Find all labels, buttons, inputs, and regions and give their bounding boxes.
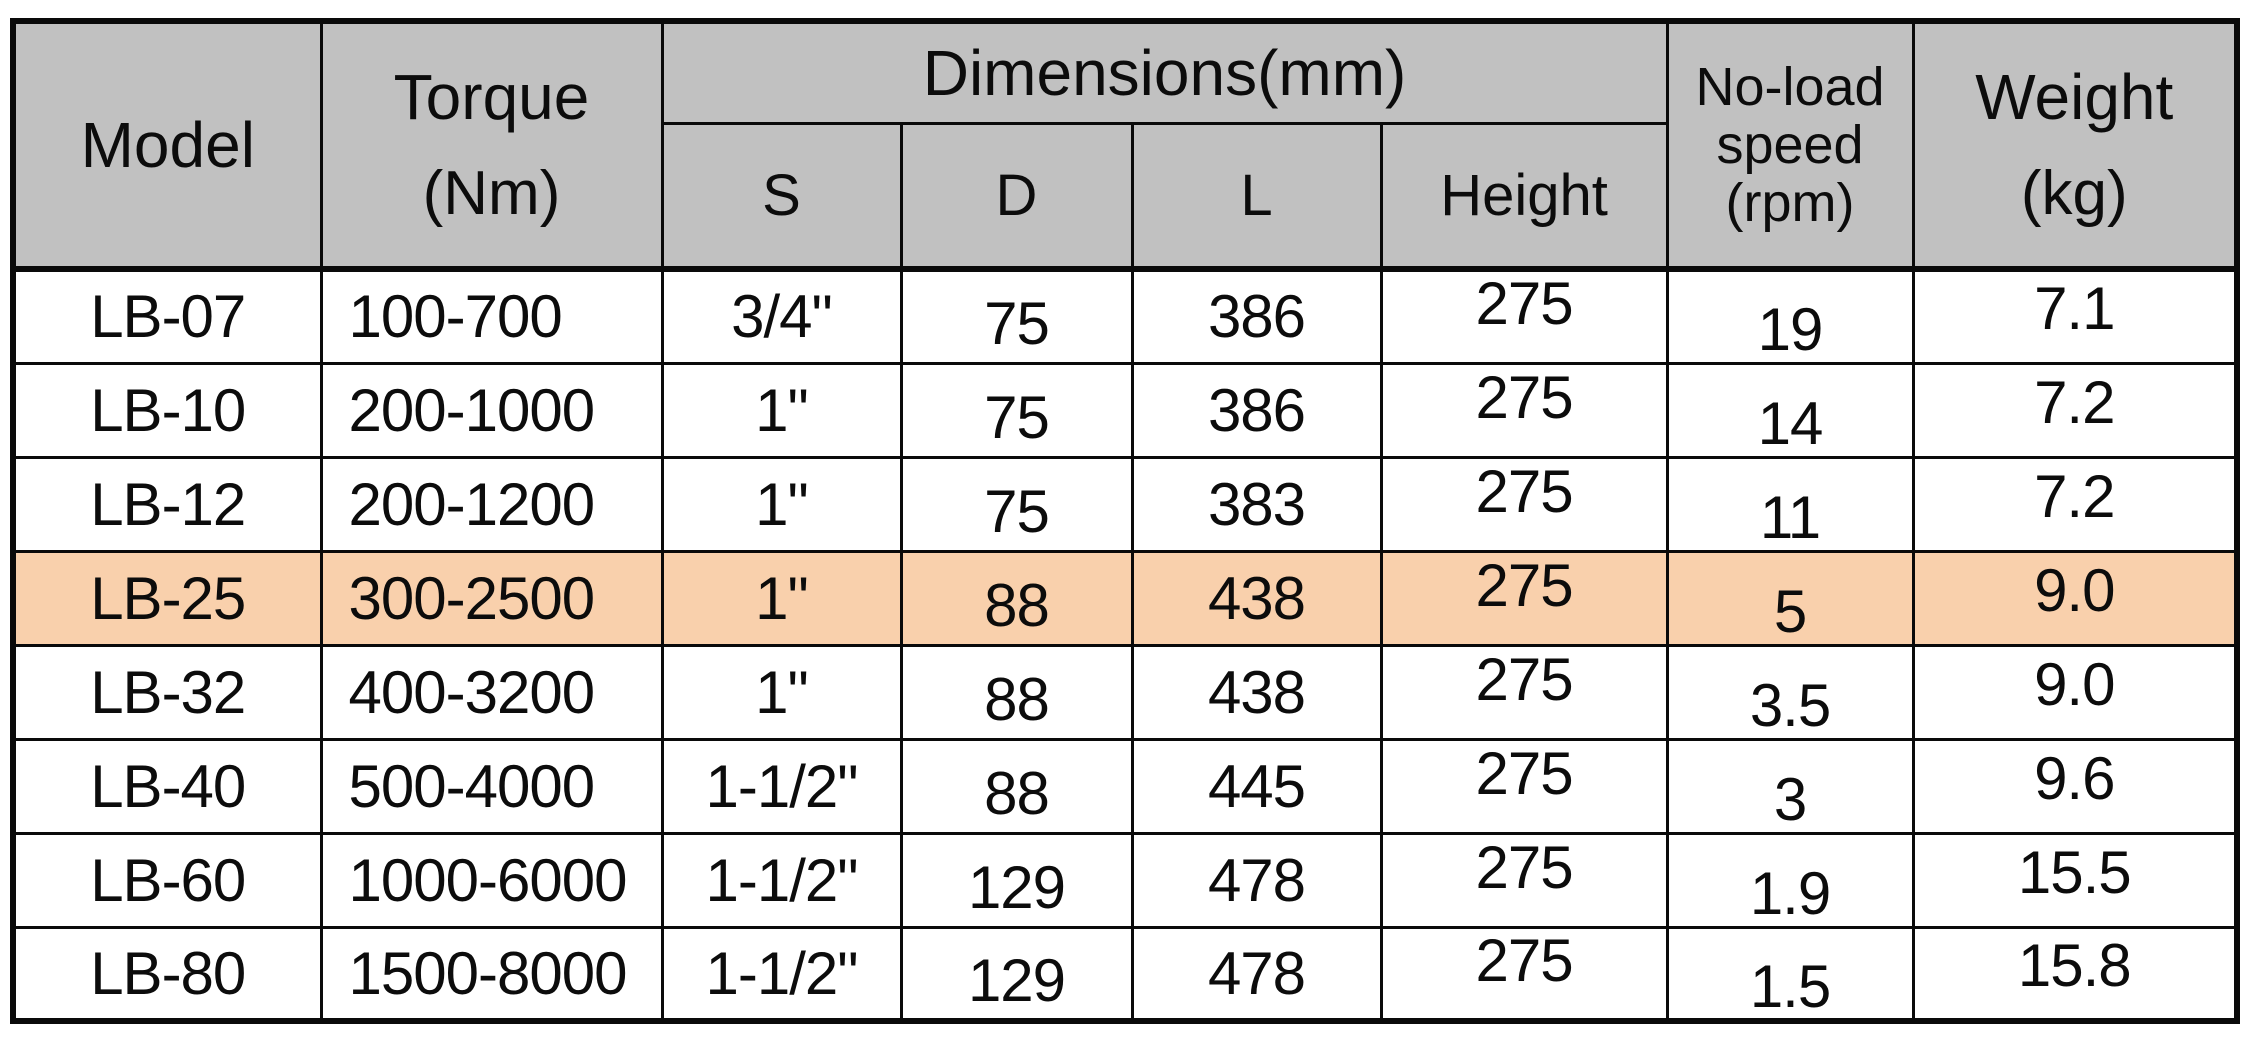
- cell-weight: 7.2: [1911, 361, 2239, 459]
- cell-torque: 1000-6000: [319, 831, 664, 929]
- cell-s: 1": [660, 549, 903, 647]
- cell-l: 438: [1130, 549, 1383, 647]
- cell-height: 275: [1379, 267, 1669, 365]
- spec-table: Model Torque (Nm) Dimensions(mm) No-load…: [10, 18, 2241, 1024]
- torque-label: Torque: [393, 61, 590, 133]
- cell-weight: 9.0: [1911, 643, 2239, 741]
- noload-line1: No-load: [1695, 56, 1885, 117]
- cell-speed: 1.5: [1665, 925, 1915, 1023]
- column-header-weight: Weight (kg): [1911, 19, 2239, 272]
- cell-s: 1": [660, 361, 903, 459]
- cell-torque: 400-3200: [319, 643, 664, 741]
- cell-model: LB-32: [11, 643, 323, 741]
- cell-height: 275: [1379, 455, 1669, 553]
- cell-torque: 500-4000: [319, 737, 664, 835]
- weight-label: Weight: [1975, 61, 2174, 133]
- cell-model: LB-60: [11, 831, 323, 929]
- cell-d: 75: [899, 361, 1134, 459]
- cell-s: 1-1/2": [660, 925, 903, 1023]
- cell-l: 386: [1130, 361, 1383, 459]
- cell-torque: 300-2500: [319, 549, 664, 647]
- table-row: LB-12 200-1200 1" 75 383 275 11 7.2: [11, 455, 2239, 553]
- cell-d: 75: [899, 455, 1134, 553]
- cell-model: LB-10: [11, 361, 323, 459]
- column-header-height: Height: [1379, 121, 1669, 272]
- table-row: LB-32 400-3200 1" 88 438 275 3.5 9.0: [11, 643, 2239, 741]
- weight-unit: (kg): [2020, 159, 2128, 228]
- cell-height: 275: [1379, 737, 1669, 835]
- column-header-l: L: [1130, 121, 1383, 272]
- table-row: LB-10 200-1000 1" 75 386 275 14 7.2: [11, 361, 2239, 459]
- cell-model: LB-12: [11, 455, 323, 553]
- table-row-highlighted: LB-25 300-2500 1" 88 438 275 5 9.0: [11, 549, 2239, 647]
- table-row: LB-80 1500-8000 1-1/2" 129 478 275 1.5 1…: [11, 925, 2239, 1023]
- cell-weight: 9.6: [1911, 737, 2239, 835]
- table-row: LB-60 1000-6000 1-1/2" 129 478 275 1.9 1…: [11, 831, 2239, 929]
- cell-torque: 1500-8000: [319, 925, 664, 1023]
- column-header-torque: Torque (Nm): [319, 19, 664, 272]
- cell-height: 275: [1379, 831, 1669, 929]
- cell-model: LB-80: [11, 925, 323, 1023]
- cell-height: 275: [1379, 549, 1669, 647]
- column-header-model: Model: [11, 19, 323, 272]
- table-header: Model Torque (Nm) Dimensions(mm) No-load…: [11, 19, 2239, 272]
- cell-speed: 3.5: [1665, 643, 1915, 741]
- cell-speed: 19: [1665, 267, 1915, 365]
- cell-l: 438: [1130, 643, 1383, 741]
- table-row: LB-07 100-700 3/4" 75 386 275 19 7.1: [11, 267, 2239, 365]
- cell-d: 88: [899, 737, 1134, 835]
- cell-s: 1-1/2": [660, 737, 903, 835]
- cell-weight: 15.8: [1911, 925, 2239, 1023]
- noload-line2: speed: [1716, 114, 1864, 175]
- cell-height: 275: [1379, 925, 1669, 1023]
- cell-torque: 100-700: [319, 267, 664, 365]
- cell-l: 478: [1130, 831, 1383, 929]
- cell-weight: 7.1: [1911, 267, 2239, 365]
- cell-s: 1-1/2": [660, 831, 903, 929]
- cell-l: 445: [1130, 737, 1383, 835]
- cell-d: 88: [899, 549, 1134, 647]
- column-header-noload-speed: No-load speed (rpm): [1665, 19, 1915, 272]
- cell-torque: 200-1200: [319, 455, 664, 553]
- column-header-s: S: [660, 121, 903, 272]
- cell-d: 88: [899, 643, 1134, 741]
- torque-unit: (Nm): [422, 159, 561, 228]
- column-header-d: D: [899, 121, 1134, 272]
- cell-model: LB-25: [11, 549, 323, 647]
- cell-weight: 9.0: [1911, 549, 2239, 647]
- cell-speed: 14: [1665, 361, 1915, 459]
- cell-height: 275: [1379, 643, 1669, 741]
- column-group-dimensions: Dimensions(mm): [660, 19, 1669, 124]
- spec-table-wrapper: Model Torque (Nm) Dimensions(mm) No-load…: [10, 18, 2241, 1024]
- cell-torque: 200-1000: [319, 361, 664, 459]
- cell-speed: 1.9: [1665, 831, 1915, 929]
- table-body: LB-07 100-700 3/4" 75 386 275 19 7.1 LB-…: [11, 267, 2239, 1023]
- cell-weight: 7.2: [1911, 455, 2239, 553]
- cell-d: 129: [899, 831, 1134, 929]
- cell-d: 129: [899, 925, 1134, 1023]
- cell-l: 383: [1130, 455, 1383, 553]
- cell-l: 386: [1130, 267, 1383, 365]
- cell-height: 275: [1379, 361, 1669, 459]
- cell-s: 1": [660, 643, 903, 741]
- cell-speed: 3: [1665, 737, 1915, 835]
- cell-l: 478: [1130, 925, 1383, 1023]
- cell-model: LB-07: [11, 267, 323, 365]
- cell-speed: 5: [1665, 549, 1915, 647]
- cell-model: LB-40: [11, 737, 323, 835]
- noload-line3: (rpm): [1725, 173, 1855, 234]
- cell-weight: 15.5: [1911, 831, 2239, 929]
- cell-s: 3/4": [660, 267, 903, 365]
- cell-s: 1": [660, 455, 903, 553]
- cell-d: 75: [899, 267, 1134, 365]
- cell-speed: 11: [1665, 455, 1915, 553]
- table-row: LB-40 500-4000 1-1/2" 88 445 275 3 9.6: [11, 737, 2239, 835]
